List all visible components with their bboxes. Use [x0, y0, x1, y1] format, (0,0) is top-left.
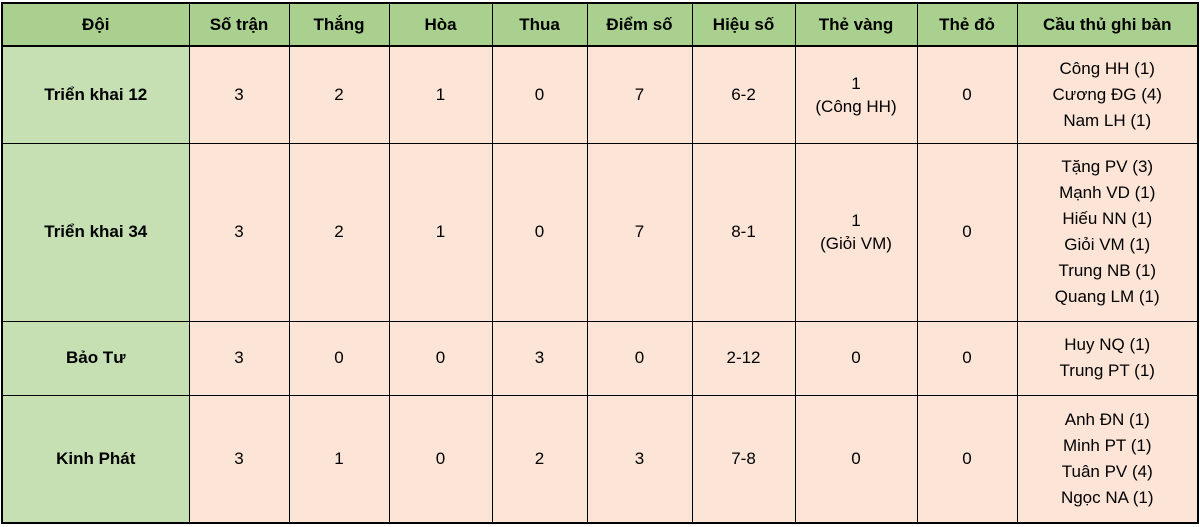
scorers-list: Tặng PV (3) Mạnh VD (1) Hiếu NN (1) Giỏi… [1016, 142, 1199, 322]
team-name: Triển khai 12 [1, 45, 190, 144]
scorer-entry: Quang LM (1) [1054, 287, 1160, 306]
table-row-trien-khai-12: Triển khai 12 3 2 1 0 7 6-2 1 (Công HH) … [1, 45, 1199, 144]
losses: 2 [491, 394, 588, 524]
scorers-list: Công HH (1) Cương ĐG (4) Nam LH (1) [1016, 45, 1199, 144]
losses: 0 [491, 45, 588, 144]
header-points: Điểm số [586, 2, 693, 47]
losses: 3 [491, 320, 588, 396]
goal-difference: 8-1 [691, 142, 796, 322]
header-row: Đội Số trận Thắng Hòa Thua Điểm số Hiệu … [1, 2, 1199, 47]
header-scorers: Cầu thủ ghi bàn [1016, 2, 1199, 47]
scorer-entry: Tặng PV (3) [1061, 157, 1154, 176]
scorer-entry: Minh PT (1) [1063, 435, 1152, 455]
points: 7 [586, 142, 693, 322]
header-losses: Thua [491, 2, 588, 47]
scorer-entry: Nam LH (1) [1063, 110, 1152, 130]
header-team: Đội [1, 2, 190, 47]
yellow-card-count: 1 [851, 211, 861, 230]
header-wins: Thắng [288, 2, 390, 47]
scorer-entry: Trung PT (1) [1059, 361, 1155, 380]
points: 7 [586, 45, 693, 144]
red-cards: 0 [916, 45, 1018, 144]
yellow-card-player: (Công HH) [815, 96, 897, 116]
scorer-entry: Mạnh VD (1) [1059, 183, 1156, 202]
scorer-entry: Hiếu NN (1) [1062, 209, 1153, 228]
matches-played: 3 [188, 320, 290, 396]
wins: 1 [288, 394, 390, 524]
team-name: Triển khai 34 [1, 142, 190, 322]
yellow-card-count: 1 [851, 73, 861, 93]
matches-played: 3 [188, 394, 290, 524]
matches-played: 3 [188, 142, 290, 322]
header-goal-difference: Hiệu số [691, 2, 796, 47]
table-row-kinh-phat: Kinh Phát 3 1 0 2 3 7-8 0 0 Anh ĐN (1) M… [1, 394, 1199, 524]
scorer-entry: Ngọc NA (1) [1060, 487, 1154, 507]
scorer-entry: Huy NQ (1) [1064, 335, 1151, 354]
draws: 1 [388, 45, 493, 144]
header-red-cards: Thẻ đỏ [916, 2, 1018, 47]
yellow-cards: 1 (Công HH) [794, 45, 918, 144]
draws: 0 [388, 394, 493, 524]
wins: 2 [288, 45, 390, 144]
wins: 2 [288, 142, 390, 322]
header-matches: Số trận [188, 2, 290, 47]
scorer-entry: Trung NB (1) [1058, 261, 1157, 280]
team-name: Kinh Phát [1, 394, 190, 524]
points: 3 [586, 394, 693, 524]
header-yellow-cards: Thẻ vàng [794, 2, 918, 47]
scorers-list: Huy NQ (1) Trung PT (1) [1016, 320, 1199, 396]
red-cards: 0 [916, 394, 1018, 524]
scorer-entry: Tuân PV (4) [1061, 461, 1153, 481]
scorer-entry: Công HH (1) [1059, 58, 1155, 78]
points: 0 [586, 320, 693, 396]
red-cards: 0 [916, 142, 1018, 322]
scorer-entry: Cương ĐG (4) [1052, 84, 1162, 104]
table-row-bao-tu: Bảo Tư 3 0 0 3 0 2-12 0 0 Huy NQ (1) Tru… [1, 320, 1199, 396]
yellow-cards: 0 [794, 394, 918, 524]
header-draws: Hòa [388, 2, 493, 47]
draws: 0 [388, 320, 493, 396]
matches-played: 3 [188, 45, 290, 144]
team-name: Bảo Tư [1, 320, 190, 396]
red-cards: 0 [916, 320, 1018, 396]
yellow-cards: 0 [794, 320, 918, 396]
wins: 0 [288, 320, 390, 396]
yellow-cards: 1 (Giỏi VM) [794, 142, 918, 322]
scorers-list: Anh ĐN (1) Minh PT (1) Tuân PV (4) Ngọc … [1016, 394, 1199, 524]
scorer-entry: Anh ĐN (1) [1064, 409, 1150, 429]
yellow-card-player: (Giỏi VM) [820, 234, 892, 253]
table-row-trien-khai-34: Triển khai 34 3 2 1 0 7 8-1 1 (Giỏi VM) … [1, 142, 1199, 322]
goal-difference: 7-8 [691, 394, 796, 524]
draws: 1 [388, 142, 493, 322]
losses: 0 [491, 142, 588, 322]
goal-difference: 6-2 [691, 45, 796, 144]
scorer-entry: Giỏi VM (1) [1064, 235, 1151, 254]
goal-difference: 2-12 [691, 320, 796, 396]
